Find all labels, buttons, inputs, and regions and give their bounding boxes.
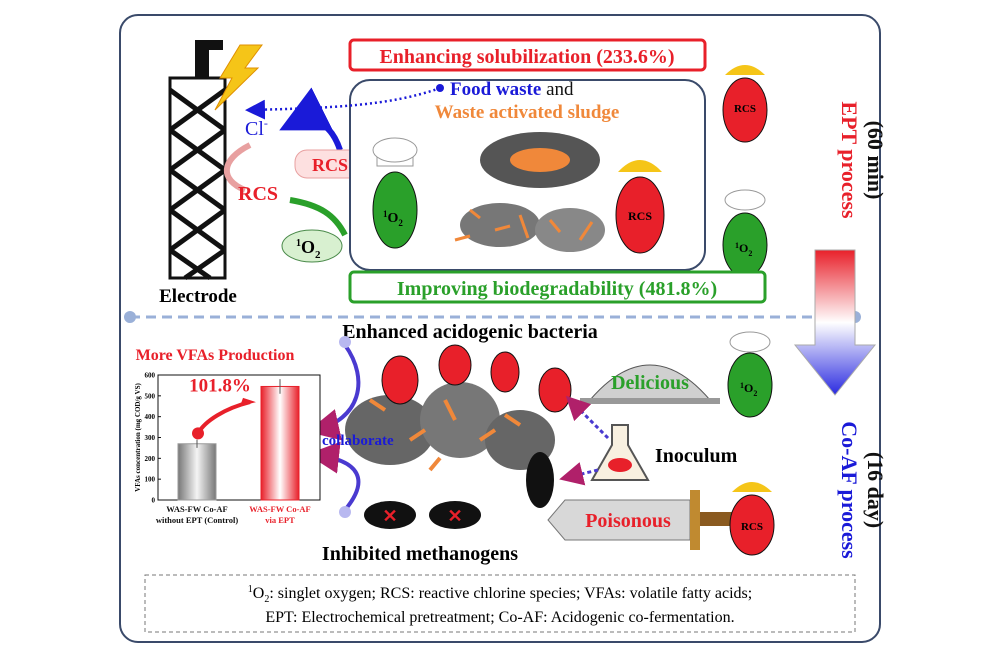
coaf-process-label: Co-AF process(16 day): [837, 421, 888, 559]
character-label: RCS: [628, 209, 652, 223]
acidogenic-bacterium: [381, 355, 419, 405]
electrode: [168, 40, 263, 281]
cycle-arrow: [279, 87, 343, 152]
substrate-arrow-dot: [436, 84, 444, 92]
rcs-label: RCS: [238, 183, 278, 205]
character-label: RCS: [734, 103, 756, 115]
methanogen: [364, 501, 416, 529]
y-axis-label: VFAs concentration (mg COD/g VS): [134, 383, 142, 492]
cross-icon: ✕: [447, 506, 462, 526]
collaborate-label: collaborate: [322, 433, 394, 449]
chef-character-bottom: 1O2: [727, 331, 773, 418]
enhanced-bacteria-label: Enhanced acidogenic bacteria: [342, 321, 598, 343]
singlet-oxygen-label: 1O2: [296, 237, 321, 261]
solubilization-box: [348, 38, 707, 72]
electrode-label: Electrode: [159, 286, 237, 307]
sludge-illustration: [454, 132, 605, 252]
collaborate-arrow: [307, 441, 361, 512]
rcs-bubble-label: RCS: [312, 155, 348, 175]
chloride-label: Cl-: [245, 116, 268, 140]
food-waste-label: Food waste and: [450, 79, 574, 100]
acidogenic-bacterium: [490, 351, 520, 393]
solubilization-label: Enhancing solubilization (233.6%): [379, 46, 674, 68]
cycle-arrow: [289, 197, 348, 237]
y-tick-label: 400: [145, 413, 156, 421]
character-label: 1O2: [735, 241, 752, 258]
singlet-oxygen-bubble: [281, 229, 343, 263]
character-label: 1O2: [740, 381, 757, 398]
bar: [177, 443, 217, 501]
abbreviation-line-1: 1O2: singlet oxygen; RCS: reactive chlor…: [248, 584, 752, 605]
singlet-oxygen-character: 1O2: [372, 137, 418, 249]
abbreviation-line-2: EPT: Electrochemical pretreatment; Co-AF…: [265, 609, 734, 626]
cloche-icon: [588, 364, 712, 401]
x-tick-label: via EPT: [265, 515, 295, 525]
bar: [260, 385, 300, 501]
y-tick-label: 0: [152, 497, 156, 505]
fermentation-illustration: ✕ ✕: [345, 344, 572, 529]
character-label: 1O2: [383, 209, 403, 228]
inoculum-arrow: [565, 395, 610, 440]
cloche-plate: [580, 398, 720, 404]
biodegradability-box: [348, 270, 767, 304]
inoculum-label: Inoculum: [655, 445, 738, 467]
substrate-arrow: [245, 86, 441, 120]
rcs-warrior-character: RCS: [729, 482, 775, 556]
collaborate-arrow: [307, 343, 361, 441]
y-tick-label: 500: [145, 392, 156, 400]
methanogen: [429, 501, 481, 529]
more-vfas-label: More VFAs Production: [136, 347, 295, 364]
annotation-arrowhead: [240, 397, 256, 407]
flask-icon: [590, 424, 650, 481]
inhibited-methanogens-label: Inhibited methanogens: [322, 543, 518, 565]
biodegradability-label: Improving biodegradability (481.8%): [397, 278, 717, 300]
outer-frame: [119, 14, 881, 643]
arrow-origin-dot: [339, 506, 351, 518]
delicious-label: Delicious: [611, 372, 689, 394]
chef-character: 1O2: [722, 189, 768, 278]
inoculum-arrow: [559, 462, 599, 486]
ept-process-label: EPT process(60 min): [837, 101, 888, 219]
acidogenic-bacterium: [538, 367, 572, 413]
cycle-arrow: [223, 142, 252, 193]
acidogenic-bacterium: [438, 344, 472, 386]
sword-guard: [690, 490, 700, 550]
rcs-character: RCS: [615, 160, 665, 254]
poisonous-label: Poisonous: [585, 510, 671, 532]
x-tick-label: WAS-FW Co-AF: [249, 504, 310, 514]
y-tick-label: 100: [145, 476, 156, 484]
y-tick-label: 600: [145, 372, 156, 380]
rcs-miner-character: RCS: [722, 65, 768, 143]
abbreviation-box: [144, 574, 856, 633]
x-tick-label: without EPT (Control): [156, 515, 239, 525]
was-label: Waste activated sludge: [435, 102, 620, 123]
arrow-origin-dot: [339, 336, 351, 348]
methanogen: [526, 452, 554, 508]
y-tick-label: 300: [145, 434, 156, 442]
flask-contents: [608, 458, 632, 472]
x-tick-label: WAS-FW Co-AF: [166, 504, 227, 514]
annotation-label: 101.8%: [189, 376, 251, 397]
cross-icon: ✕: [382, 506, 397, 526]
divider-end-dot: [124, 311, 136, 323]
y-tick-label: 200: [145, 455, 156, 463]
lightning-icon: [214, 44, 263, 111]
process-arrow: [793, 249, 877, 396]
character-label: RCS: [741, 521, 763, 533]
